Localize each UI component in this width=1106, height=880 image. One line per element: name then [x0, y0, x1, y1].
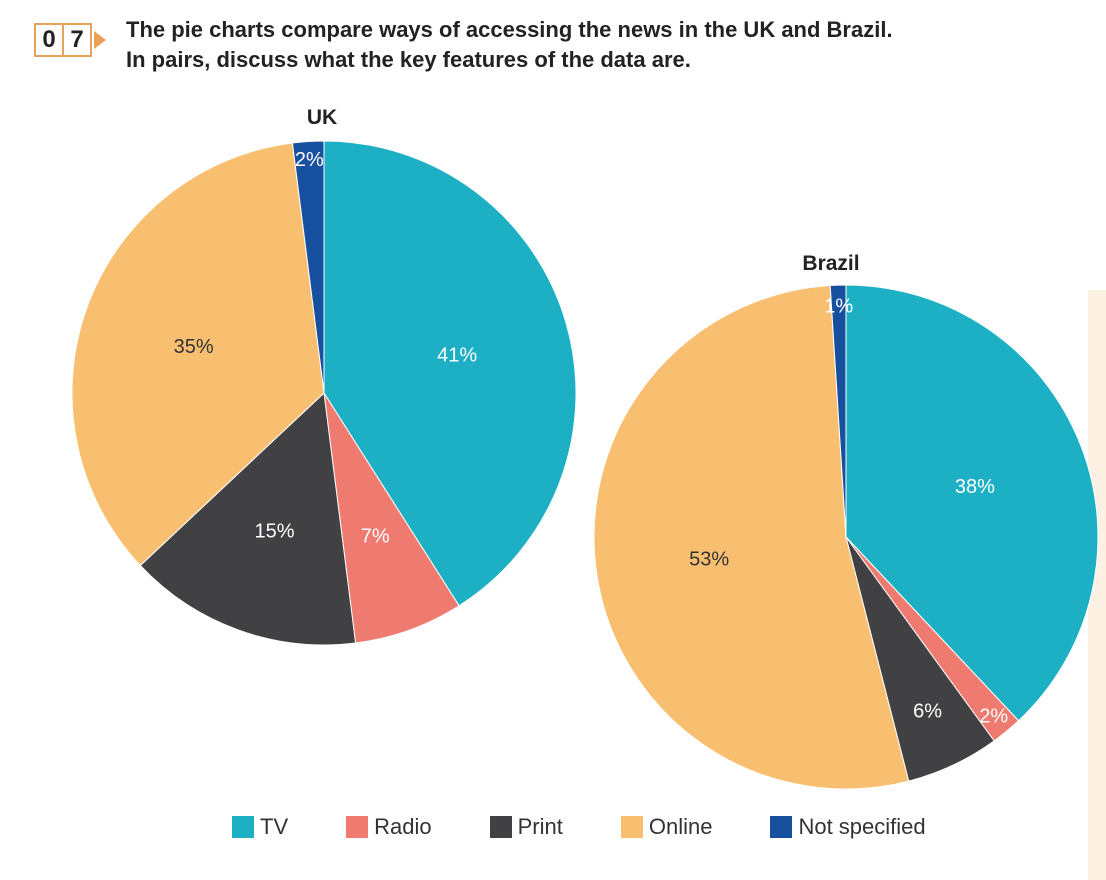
instructions-line-1: The pie charts compare ways of accessing… [126, 17, 893, 42]
legend-item-print: Print [489, 814, 563, 840]
pie-label-brazil-not-specified: 1% [824, 295, 853, 317]
pie-label-brazil-online: 53% [689, 549, 729, 571]
legend-label-radio: Radio [374, 814, 432, 839]
pie-slice-uk-online [71, 142, 325, 567]
exercise-number-badge: 0 7 [34, 23, 114, 57]
pie-slice-uk-not-specified [291, 140, 325, 394]
legend-item-online: Online [620, 814, 713, 840]
legend-swatch-print [489, 816, 512, 838]
legend-item-not-specified: Not specified [770, 814, 926, 840]
pie-slice-uk-print [139, 391, 357, 646]
pie-label-brazil-tv: 38% [955, 476, 995, 498]
pie-label-uk-not-specified: 2% [295, 149, 324, 171]
pie-label-uk-print: 15% [254, 521, 294, 543]
play-arrow-icon [94, 31, 106, 49]
legend-label-not-specified: Not specified [798, 814, 926, 839]
pie-slice-brazil-online [593, 284, 910, 790]
legend-label-tv: TV [260, 814, 289, 839]
legend-item-radio: Radio [346, 814, 432, 840]
instructions-line-2: In pairs, discuss what the key features … [126, 47, 691, 72]
pie-slice-brazil-tv [845, 284, 1099, 722]
instructions: The pie charts compare ways of accessing… [126, 15, 893, 75]
legend-label-print: Print [517, 814, 563, 839]
page-edge-strip [1088, 290, 1106, 880]
legend-swatch-online [620, 816, 643, 838]
exercise-number-digit-1: 0 [34, 23, 64, 57]
legend-swatch-tv [232, 816, 254, 838]
pie-slice-brazil-not-specified [829, 284, 847, 538]
pie-slice-uk-tv [323, 140, 577, 607]
pie-label-uk-tv: 41% [437, 344, 477, 366]
chart-title-uk: UK [307, 106, 337, 129]
legend-swatch-not-specified [770, 816, 793, 838]
legend: TV Radio Print Online Not specified [232, 814, 926, 840]
legend-label-online: Online [648, 814, 713, 839]
exercise-number-digit-2: 7 [62, 23, 92, 57]
legend-item-tv: TV [232, 814, 288, 840]
legend-swatch-radio [346, 816, 369, 838]
chart-title-brazil: Brazil [802, 252, 859, 275]
pie-label-brazil-radio: 2% [979, 706, 1008, 728]
pie-label-uk-online: 35% [174, 336, 214, 358]
pie-label-uk-radio: 7% [361, 525, 390, 547]
pie-label-brazil-print: 6% [913, 700, 942, 722]
pie-slice-uk-radio [323, 392, 460, 644]
